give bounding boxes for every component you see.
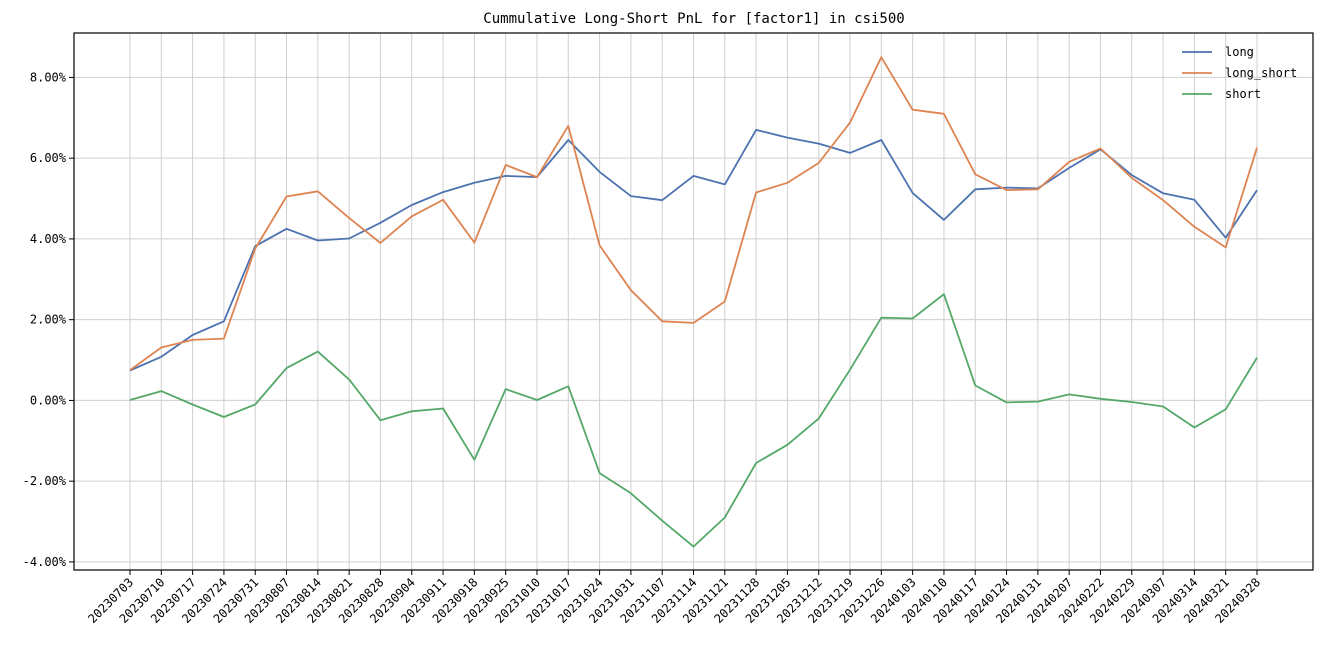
x-axis: 2023070320230710202307172023072420230731… xyxy=(85,570,1263,626)
y-tick-label: 0.00% xyxy=(30,393,67,407)
legend-label: long_short xyxy=(1225,66,1297,80)
series-line-long xyxy=(129,128,1258,372)
series-line-short xyxy=(129,293,1258,548)
y-tick-label: 6.00% xyxy=(30,151,67,165)
legend-label: short xyxy=(1225,87,1261,101)
y-tick-label: 2.00% xyxy=(30,313,67,327)
y-tick-label: 8.00% xyxy=(30,70,67,84)
y-axis: -4.00% -2.00% 0.00% 2.00% 4.00% 6.00% 8.00% xyxy=(23,70,74,569)
series-lines xyxy=(129,56,1258,548)
chart-title: Cummulative Long-Short PnL for [factor1]… xyxy=(483,11,904,27)
y-tick-label: -2.00% xyxy=(23,474,67,488)
y-tick-label: -4.00% xyxy=(23,555,67,569)
grid-lines xyxy=(74,33,1313,570)
series-line-long-short xyxy=(129,56,1258,371)
legend-label: long xyxy=(1225,45,1254,59)
y-tick-label: 4.00% xyxy=(30,232,67,246)
